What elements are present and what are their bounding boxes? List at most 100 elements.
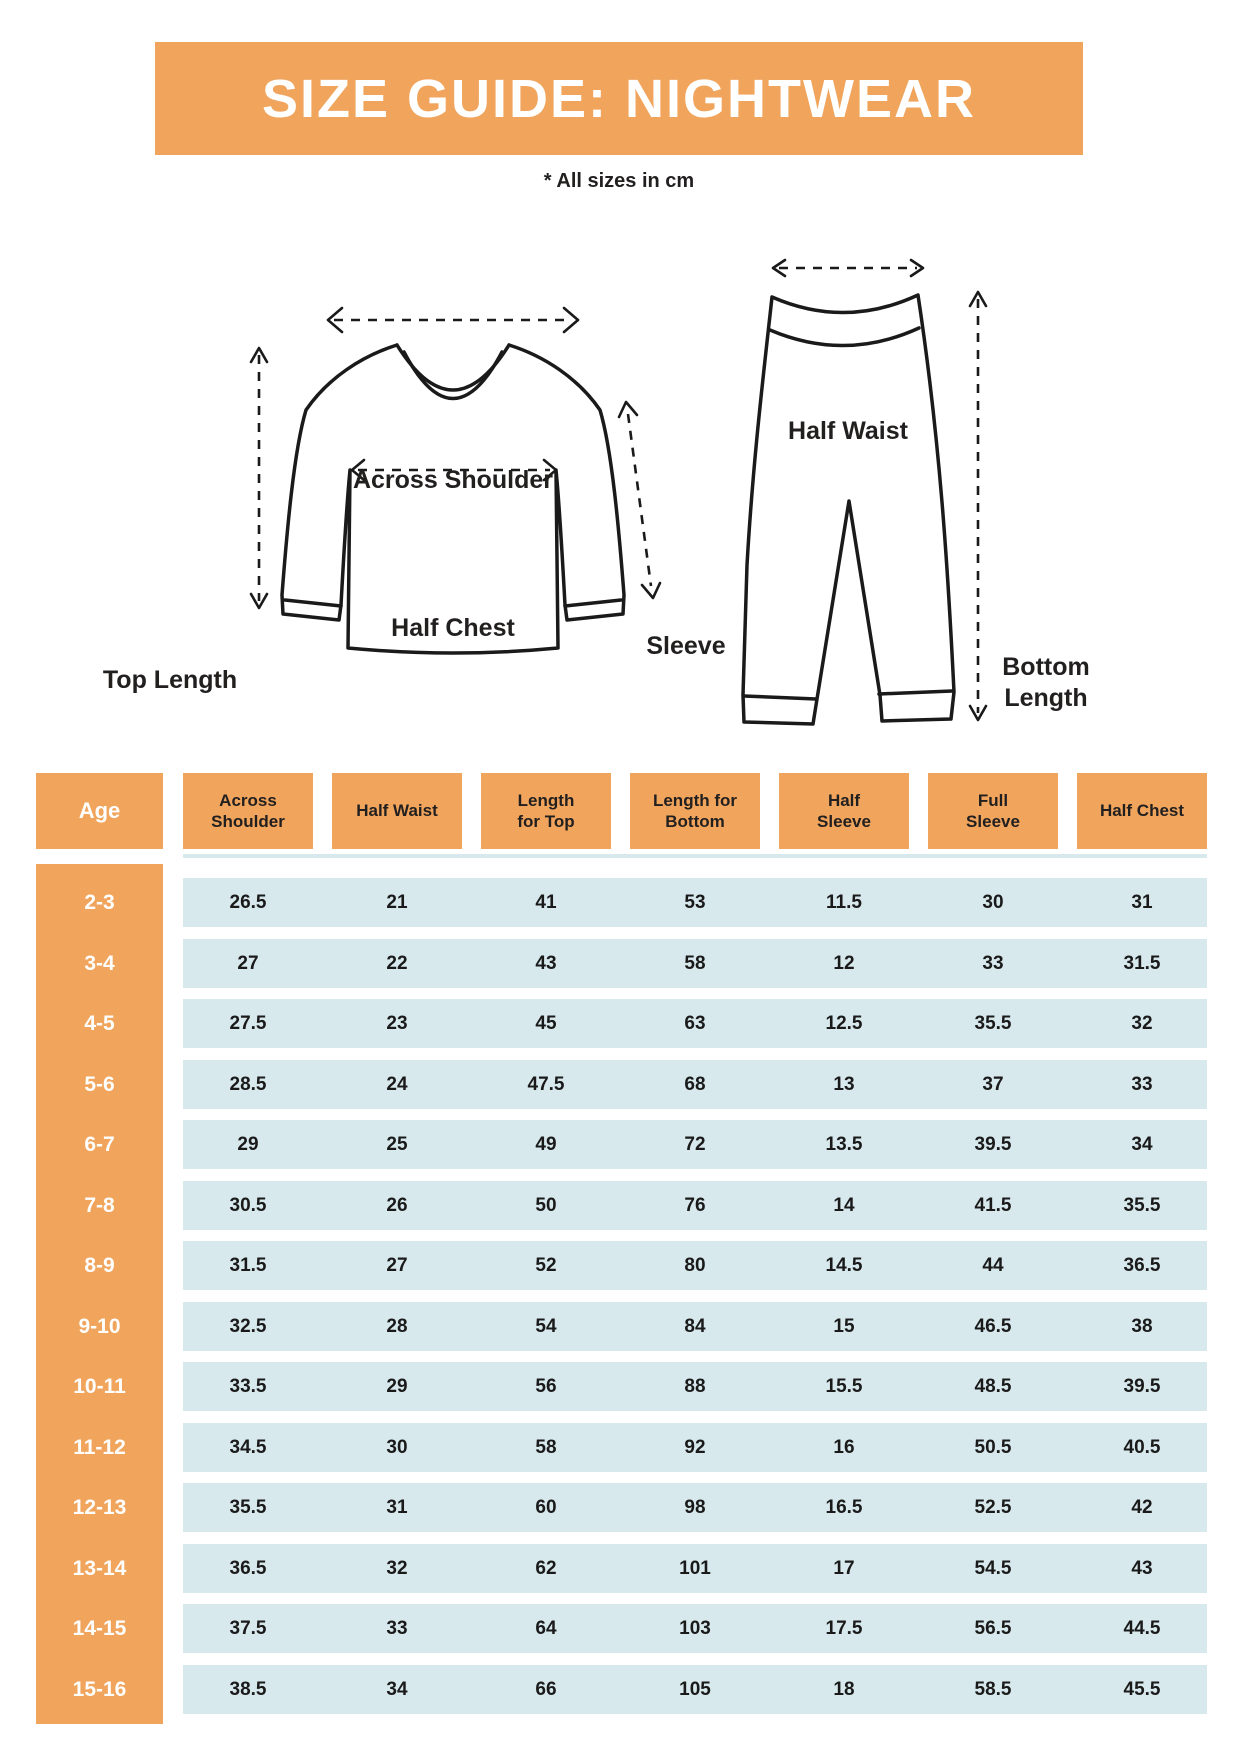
data-cell: 31 bbox=[1131, 892, 1153, 913]
age-cell: 2-3 bbox=[84, 891, 115, 914]
data-cell: 52.5 bbox=[974, 1497, 1012, 1518]
data-cell: 16 bbox=[833, 1437, 855, 1458]
data-cell: 29 bbox=[237, 1134, 259, 1155]
age-cell: 8-9 bbox=[84, 1254, 115, 1277]
data-cell: 24 bbox=[386, 1074, 408, 1095]
data-cell: 23 bbox=[386, 1013, 408, 1034]
top-length-label: Top Length bbox=[102, 666, 238, 694]
data-cell: 43 bbox=[535, 953, 557, 974]
table-row: 30.5 26 50 76 14 41.5 35.5 bbox=[183, 1181, 1207, 1230]
data-cell: 39.5 bbox=[974, 1134, 1012, 1155]
data-cell: 15 bbox=[833, 1316, 855, 1337]
age-cell: 13-14 bbox=[72, 1557, 127, 1580]
across-shoulder-label: Across Shoulder bbox=[352, 466, 554, 494]
data-cell: 43 bbox=[1131, 1558, 1153, 1579]
data-cell: 27.5 bbox=[229, 1013, 267, 1034]
data-cell: 32 bbox=[386, 1558, 408, 1579]
data-cell: 41.5 bbox=[974, 1195, 1012, 1216]
age-cell: 9-10 bbox=[78, 1315, 121, 1338]
garment-drawings bbox=[249, 258, 988, 726]
data-cell: 33 bbox=[982, 953, 1004, 974]
age-cell: 4-5 bbox=[84, 1012, 115, 1035]
banner: SIZE GUIDE: NIGHTWEAR bbox=[155, 42, 1083, 155]
column-header-length-for-bottom: Length for Bottom bbox=[630, 773, 760, 849]
data-cell: 12.5 bbox=[825, 1013, 863, 1034]
data-cell: 12 bbox=[833, 953, 855, 974]
data-cell: 32 bbox=[1131, 1013, 1153, 1034]
data-cell: 15.5 bbox=[825, 1376, 863, 1397]
data-cell: 33 bbox=[1131, 1074, 1153, 1095]
data-cell: 62 bbox=[535, 1558, 557, 1579]
column-header-half-chest: Half Chest bbox=[1077, 773, 1207, 849]
pants-cuff-line-left bbox=[742, 694, 818, 701]
data-cell: 25 bbox=[386, 1134, 408, 1155]
data-cell: 36.5 bbox=[229, 1558, 267, 1579]
arrowhead-left-icon bbox=[771, 258, 787, 278]
data-cell: 44.5 bbox=[1123, 1618, 1161, 1639]
data-cell: 32.5 bbox=[229, 1316, 267, 1337]
data-cell: 66 bbox=[535, 1679, 557, 1700]
table-row: 33.5 29 56 88 15.5 48.5 39.5 bbox=[183, 1362, 1207, 1411]
column-header-age: Age bbox=[36, 773, 163, 849]
table-row: 38.5 34 66 105 18 58.5 45.5 bbox=[183, 1665, 1207, 1714]
shirt-cuff-line-right bbox=[563, 598, 623, 608]
age-cell: 10-11 bbox=[73, 1375, 126, 1398]
data-cell: 14 bbox=[833, 1195, 855, 1216]
arrowhead-up-icon bbox=[617, 400, 639, 419]
data-cell: 50.5 bbox=[974, 1437, 1012, 1458]
data-cell: 103 bbox=[679, 1618, 711, 1639]
age-cell: 11-12 bbox=[73, 1436, 126, 1459]
data-cell: 27 bbox=[386, 1255, 408, 1276]
data-cell: 34 bbox=[386, 1679, 408, 1700]
data-cell: 68 bbox=[684, 1074, 706, 1095]
data-cell: 13.5 bbox=[825, 1134, 863, 1155]
data-cell: 56 bbox=[535, 1376, 557, 1397]
arrowhead-right-icon bbox=[542, 458, 558, 482]
table-top-divider bbox=[183, 854, 1207, 858]
data-cell: 29 bbox=[386, 1376, 408, 1397]
data-cell: 45 bbox=[535, 1013, 557, 1034]
data-cell: 28.5 bbox=[229, 1074, 267, 1095]
data-cell: 42 bbox=[1131, 1497, 1153, 1518]
data-cell: 30 bbox=[982, 892, 1004, 913]
data-cell: 60 bbox=[535, 1497, 557, 1518]
data-cell: 17.5 bbox=[825, 1618, 863, 1639]
data-cell: 58.5 bbox=[974, 1679, 1012, 1700]
arrowhead-down-icon bbox=[640, 581, 662, 600]
pants-cuff-line-right bbox=[877, 689, 954, 696]
data-cell: 63 bbox=[684, 1013, 706, 1034]
half-chest-label: Half Chest bbox=[391, 614, 515, 642]
arrowhead-up-icon bbox=[968, 290, 988, 308]
data-cell: 33.5 bbox=[229, 1376, 267, 1397]
data-cell: 54.5 bbox=[974, 1558, 1012, 1579]
table-row: 27.5 23 45 63 12.5 35.5 32 bbox=[183, 999, 1207, 1048]
data-cell: 56.5 bbox=[974, 1618, 1012, 1639]
data-cell: 31.5 bbox=[1123, 953, 1161, 974]
table-row: 31.5 27 52 80 14.5 44 36.5 bbox=[183, 1241, 1207, 1290]
data-cell: 34.5 bbox=[229, 1437, 267, 1458]
data-cell: 48.5 bbox=[974, 1376, 1012, 1397]
shirt-collar-inner bbox=[402, 350, 504, 401]
arrowhead-left-icon bbox=[326, 306, 344, 334]
measurement-diagram: Across Shoulder Half Chest Top Length Sl… bbox=[0, 190, 1238, 735]
arrowhead-down-icon bbox=[249, 592, 269, 610]
table-row: 36.5 32 62 101 17 54.5 43 bbox=[183, 1544, 1207, 1593]
arrowhead-down-icon bbox=[968, 704, 988, 722]
data-cell: 26.5 bbox=[229, 892, 267, 913]
data-cell: 88 bbox=[684, 1376, 706, 1397]
age-cell: 6-7 bbox=[84, 1133, 115, 1156]
data-cell: 26 bbox=[386, 1195, 408, 1216]
data-cell: 41 bbox=[535, 892, 557, 913]
data-cell: 72 bbox=[684, 1134, 706, 1155]
data-cell: 64 bbox=[535, 1618, 557, 1639]
table-row: 29 25 49 72 13.5 39.5 34 bbox=[183, 1120, 1207, 1169]
data-cell: 76 bbox=[684, 1195, 706, 1216]
data-cell: 53 bbox=[684, 892, 706, 913]
data-cell: 46.5 bbox=[974, 1316, 1012, 1337]
data-cell: 35.5 bbox=[1123, 1195, 1161, 1216]
data-cell: 31.5 bbox=[229, 1255, 267, 1276]
shirt-outline bbox=[280, 343, 626, 655]
age-cell: 7-8 bbox=[84, 1194, 115, 1217]
data-cell: 18 bbox=[833, 1679, 855, 1700]
age-cell: 12-13 bbox=[72, 1496, 127, 1519]
